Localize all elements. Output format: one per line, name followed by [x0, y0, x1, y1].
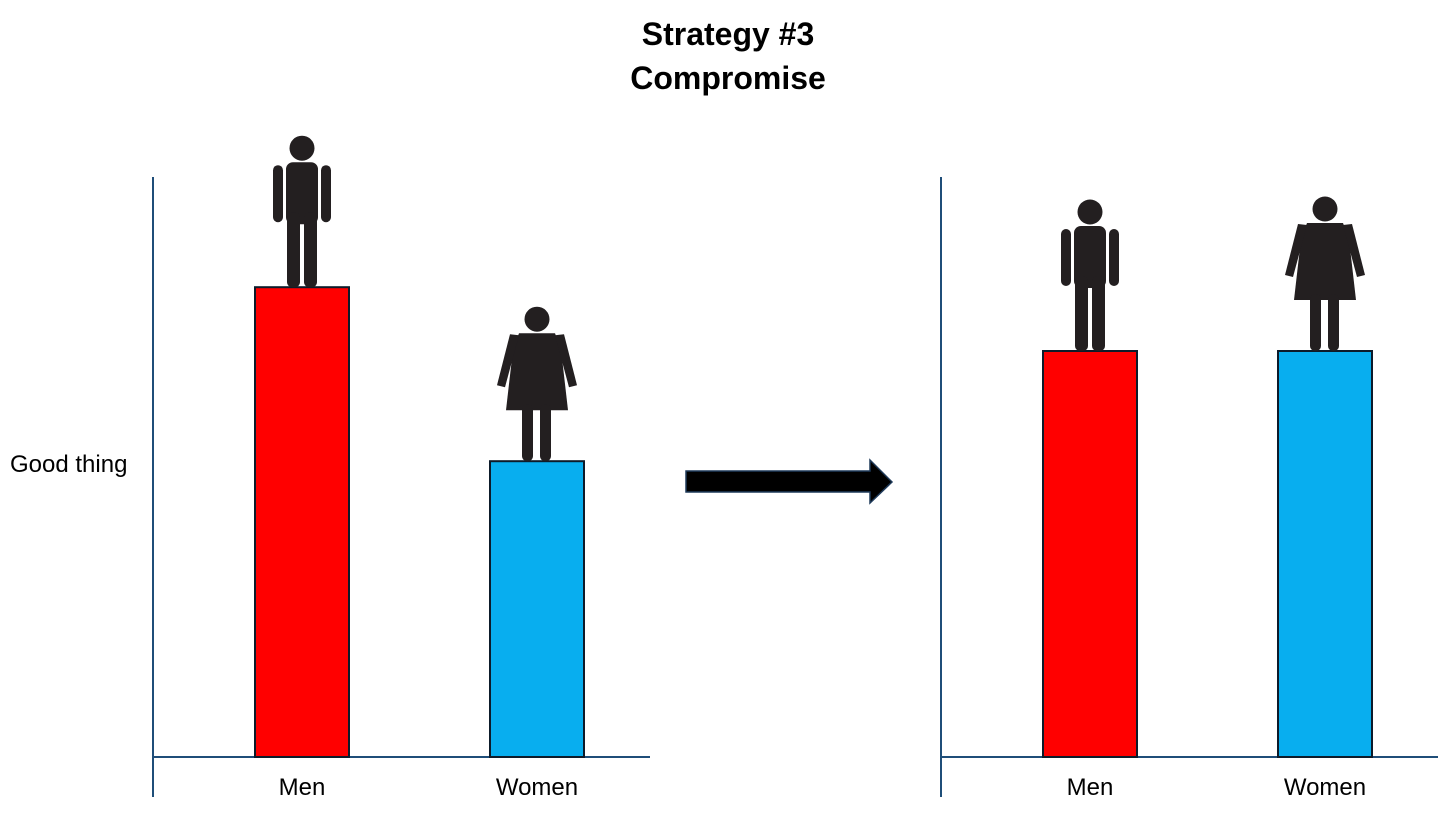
x-tick-label: Women — [496, 774, 578, 801]
chart-title-line1: Strategy #3 — [641, 16, 815, 52]
man-icon — [273, 135, 331, 288]
chart-before: Men Women — [152, 135, 650, 801]
man-icon — [1061, 199, 1119, 351]
transition-arrow-icon — [685, 458, 894, 505]
y-axis-label: Good thing — [10, 451, 128, 478]
x-tick-label: Men — [1067, 774, 1114, 801]
bar-men — [254, 286, 350, 758]
x-tick-label: Men — [279, 774, 326, 801]
bar-women — [489, 460, 585, 758]
chart-title-line2: Compromise — [630, 60, 826, 96]
bar-women — [1277, 350, 1373, 758]
woman-icon — [1285, 196, 1365, 351]
chart-after: Men Women — [940, 177, 1438, 801]
bar-men — [1042, 350, 1138, 758]
x-tick-label: Women — [1284, 774, 1366, 801]
woman-icon — [497, 306, 577, 462]
